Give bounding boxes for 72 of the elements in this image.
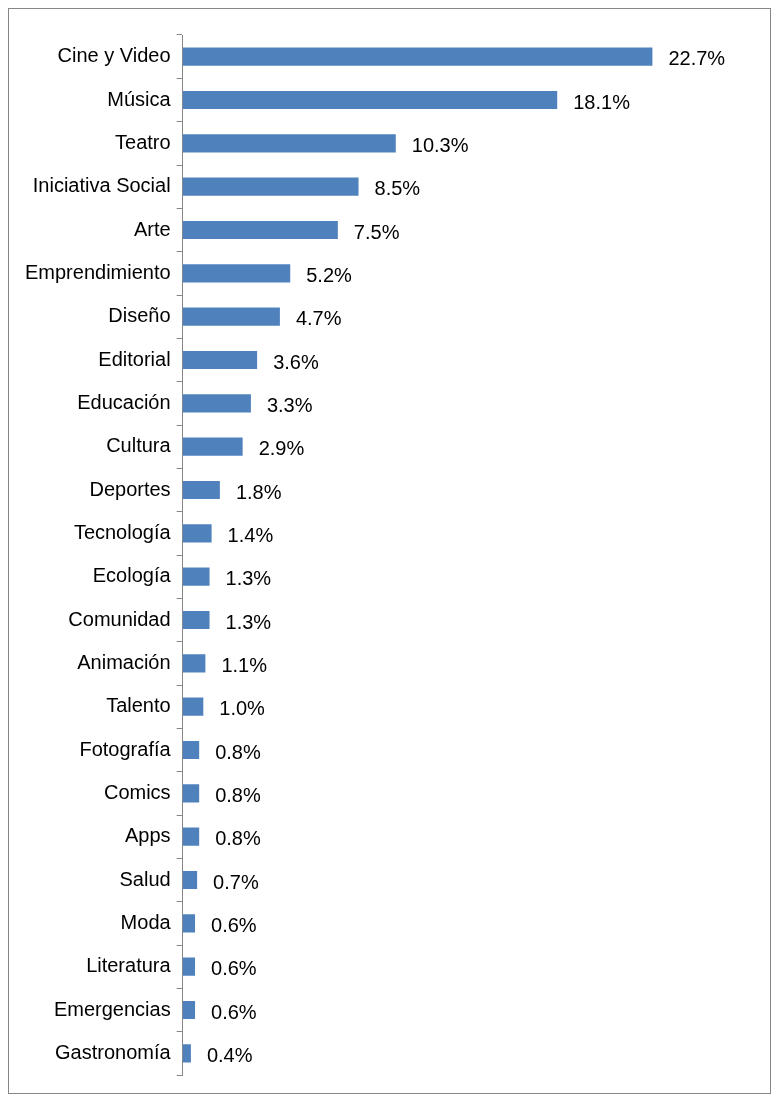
data-label: 0.8% [215,740,261,763]
data-label: 0.6% [211,913,257,936]
data-label: 8.5% [374,177,421,200]
bar [182,610,210,630]
y-tick-label: Moda [120,910,172,933]
y-tick-label: Arte [133,217,171,240]
data-label: 1.0% [219,697,266,720]
data-label: 1.3% [225,610,272,633]
bar [182,870,198,890]
y-tick-label: Iniciativa Social [32,174,171,197]
data-label: 4.7% [295,307,342,330]
bar [182,90,558,110]
data-label: 7.5% [353,220,400,243]
y-tick-label: Ecología [92,564,172,587]
data-label: 0.8% [215,783,261,806]
data-label: 18.1% [573,90,631,113]
y-tick-label: Gastronomía [55,1040,172,1063]
y-tick-label: Tecnología [73,520,172,543]
data-label: 10.3% [411,133,469,156]
y-tick-label: Emergencias [53,997,171,1020]
y-tick-label: Literatura [86,954,172,977]
bar [182,1044,191,1063]
data-label: 22.7% [668,47,726,70]
bar [182,47,653,66]
data-label: 0.8% [215,827,261,850]
data-label: 1.4% [227,523,274,546]
data-label: 0.6% [211,957,257,980]
data-label: 0.4% [206,1043,253,1066]
y-tick-label: Diseño [108,304,171,327]
data-label: 1.3% [225,567,272,590]
y-tick-label: Animación [77,650,171,673]
data-label: 3.6% [273,350,319,373]
bar [182,134,396,153]
bar [182,697,204,716]
y-tick-label: Deportes [89,477,171,500]
data-label: 3.3% [266,393,313,416]
data-label: 2.9% [258,437,305,460]
bar [182,480,220,500]
bar [182,827,200,846]
data-label: 5.2% [306,263,353,286]
y-tick-label: Fotografía [79,737,172,760]
bar [182,784,200,803]
bar [182,220,338,240]
y-tick-label: Teatro [115,130,171,153]
data-label: 0.6% [211,1000,257,1023]
y-tick-label: Editorial [98,347,171,370]
bar [182,394,251,413]
y-tick-label: Talento [106,694,171,717]
y-tick-label: Cine y Video [57,44,171,67]
bar [182,264,291,283]
bar [182,350,258,370]
y-tick-label: Educación [77,390,171,413]
bar [182,654,206,673]
bar [182,567,210,586]
y-tick-label: Salud [119,867,171,890]
y-tick-label: Cultura [106,434,172,457]
data-label: 1.1% [221,653,268,676]
bar [182,524,212,543]
y-tick-label: Música [107,87,172,110]
y-tick-label: Emprendimiento [25,260,171,283]
bar [182,1000,196,1020]
bar [182,307,280,326]
data-label: 0.7% [213,870,259,893]
bar [182,437,243,456]
y-tick-label: Apps [125,824,171,847]
bar [182,957,196,976]
bar [182,177,359,196]
data-label: 1.8% [235,480,282,503]
bar [182,914,196,933]
y-tick-label: Comunidad [68,607,171,630]
bar [182,740,200,760]
y-tick-label: Comics [103,780,171,803]
